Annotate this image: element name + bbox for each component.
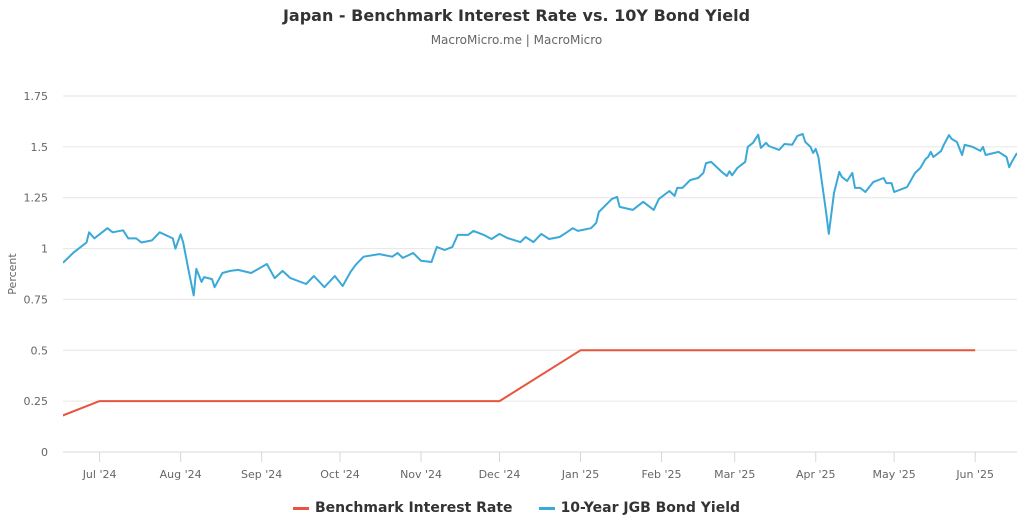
gridlines bbox=[63, 95, 1017, 453]
y-axis-label: Percent bbox=[6, 253, 19, 295]
x-tick-label: May '25 bbox=[873, 468, 916, 481]
x-tick-label: Aug '24 bbox=[160, 468, 202, 481]
y-tick-label: 0 bbox=[41, 446, 48, 459]
x-tick-label: Dec '24 bbox=[479, 468, 521, 481]
x-tick-label: Jun '25 bbox=[955, 468, 994, 481]
x-axis: Jul '24 Aug '24 Sep '24 Oct '24 Nov '24 Dec '… bbox=[82, 452, 994, 481]
legend: Benchmark Interest Rate 10-Year JGB Bond… bbox=[0, 500, 1033, 516]
legend-item-benchmark-rate[interactable]: Benchmark Interest Rate bbox=[292, 500, 513, 516]
x-tick-label: Feb '25 bbox=[642, 468, 682, 481]
y-tick-label: 1 bbox=[41, 243, 48, 256]
chart-subtitle: MacroMicro.me | MacroMicro bbox=[430, 33, 603, 47]
y-tick-label: 1.75 bbox=[24, 90, 49, 103]
x-tick-label: Oct '24 bbox=[320, 468, 360, 481]
x-tick-label: Jul '24 bbox=[82, 468, 117, 481]
y-tick-label: 1.25 bbox=[24, 192, 49, 205]
chart-title: Japan - Benchmark Interest Rate vs. 10Y … bbox=[282, 6, 751, 25]
series-lines bbox=[63, 133, 1017, 417]
y-axis: 0 0.25 0.5 0.75 1 1.25 1.5 1.75 bbox=[24, 90, 49, 459]
y-tick-label: 1.5 bbox=[31, 141, 49, 154]
y-tick-label: 0.5 bbox=[31, 344, 49, 357]
legend-swatch-benchmark-rate bbox=[292, 506, 309, 510]
x-tick-label: Jan '25 bbox=[561, 468, 599, 481]
x-tick-label: Nov '24 bbox=[400, 468, 442, 481]
legend-swatch-jgb-yield bbox=[538, 506, 555, 510]
legend-label: 10-Year JGB Bond Yield bbox=[560, 500, 741, 516]
x-tick-label: Apr '25 bbox=[796, 468, 836, 481]
y-tick-label: 0.75 bbox=[24, 293, 49, 306]
x-tick-label: Mar '25 bbox=[714, 468, 755, 481]
x-tick-label: Sep '24 bbox=[241, 468, 282, 481]
legend-label: Benchmark Interest Rate bbox=[314, 500, 513, 516]
legend-item-jgb-yield[interactable]: 10-Year JGB Bond Yield bbox=[538, 500, 741, 516]
benchmark-rate-line bbox=[63, 349, 976, 417]
y-tick-label: 0.25 bbox=[24, 395, 49, 408]
jgb-yield-line bbox=[63, 133, 1017, 297]
